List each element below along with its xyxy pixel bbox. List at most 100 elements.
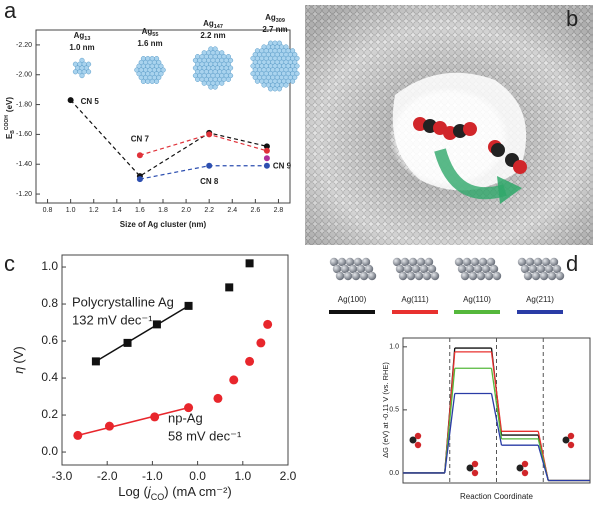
data-point xyxy=(245,356,255,366)
panel-b-render xyxy=(305,5,593,245)
flow-arrow-head xyxy=(497,176,522,204)
facet-atom xyxy=(351,271,361,281)
x-tick-label: -2.0 xyxy=(97,469,118,483)
series-line xyxy=(139,133,268,156)
cluster-atom xyxy=(158,63,164,69)
cluster-atom xyxy=(272,86,278,92)
facet-atom xyxy=(531,271,541,281)
facet-atom xyxy=(478,257,488,267)
x-tick-label: -3.0 xyxy=(52,469,73,483)
level-connector xyxy=(490,368,503,439)
facet-atom xyxy=(411,264,421,274)
facet-atom xyxy=(465,264,475,274)
x-tick-label: 1.0 xyxy=(234,469,251,483)
series-slope: 132 mV dec⁻¹ xyxy=(72,312,153,327)
cluster-atom xyxy=(79,57,85,63)
facet-atom xyxy=(544,264,554,274)
facet-atom xyxy=(345,257,355,267)
x-tick-label: 0.8 xyxy=(43,207,53,214)
data-point xyxy=(206,131,213,138)
x-tick-label: 2.0 xyxy=(280,469,297,483)
cluster-atom xyxy=(228,65,234,71)
x-tick-label: 1.2 xyxy=(89,207,99,214)
x-axis-title-part: Log ( xyxy=(118,484,148,499)
fit-line xyxy=(77,406,189,437)
facet-atom xyxy=(427,264,437,274)
x-axis-title: Size of Ag cluster (nm) xyxy=(120,220,207,229)
cluster-atom xyxy=(276,86,282,92)
y-axis-title-part: (eV) xyxy=(5,97,14,112)
cluster-atom xyxy=(225,54,231,60)
data-point xyxy=(206,162,213,169)
y-tick-label: 1.0 xyxy=(41,259,58,273)
series-label: CN 9 xyxy=(273,161,292,170)
facet-atom xyxy=(520,264,530,274)
y-tick-label: 1.0 xyxy=(389,344,399,351)
cluster-atom xyxy=(212,46,218,52)
data-point xyxy=(184,301,193,310)
data-point xyxy=(263,143,270,150)
cluster-atom xyxy=(294,55,300,61)
cluster-atom xyxy=(290,78,296,84)
facet-atom xyxy=(364,264,374,274)
molecule-atom xyxy=(521,469,529,477)
cluster-atom xyxy=(261,82,267,88)
molecule-atom xyxy=(521,460,529,468)
cluster-atom xyxy=(149,78,155,84)
level-connector xyxy=(490,393,503,446)
cluster-atom xyxy=(292,52,298,58)
series-line xyxy=(70,99,268,177)
y-tick-label: -2.00 xyxy=(16,72,32,79)
cluster-atom xyxy=(219,80,225,86)
y-tick-label: 0.5 xyxy=(389,407,399,414)
legend-label: Ag(110) xyxy=(463,295,491,304)
x-axis-title-part: CO xyxy=(151,492,165,502)
facet-atom xyxy=(335,271,345,281)
x-tick-label: 1.6 xyxy=(135,207,145,214)
facet-atom xyxy=(422,271,432,281)
cluster-name-part: Ag xyxy=(265,13,276,22)
facet-atom xyxy=(419,264,429,274)
plot-frame xyxy=(61,254,289,466)
x-axis-title: Reaction Coordinate xyxy=(460,492,533,501)
facet-atom xyxy=(353,257,363,267)
cluster-name: Ag55 xyxy=(142,27,159,38)
legend-swatch xyxy=(392,310,438,314)
series-name: np-Ag xyxy=(168,410,203,425)
data-point xyxy=(150,412,160,422)
cluster-atom xyxy=(208,84,214,90)
facet-atom xyxy=(473,264,483,274)
cluster-atom xyxy=(140,78,146,84)
molecule-atom xyxy=(414,441,422,449)
molecule-atom xyxy=(562,436,570,444)
plot-frame xyxy=(35,29,291,204)
data-point xyxy=(91,357,100,366)
facet-atom xyxy=(398,271,408,281)
facet-atom xyxy=(533,257,543,267)
y-axis-title: η (V) xyxy=(11,346,26,374)
molecule-atom xyxy=(516,464,524,472)
cluster-atom xyxy=(292,59,298,65)
y-tick-label: -1.80 xyxy=(16,101,32,108)
facet-atom xyxy=(525,257,535,267)
x-tick-label: 1.4 xyxy=(112,207,122,214)
facet-atom xyxy=(517,257,527,267)
cluster-atom xyxy=(292,67,298,73)
facet-atom xyxy=(541,257,551,267)
cluster-atom xyxy=(283,44,289,50)
panel-label: c xyxy=(4,251,15,276)
facet-atom xyxy=(476,271,486,281)
facet-atom xyxy=(424,257,434,267)
y-tick-label: -1.20 xyxy=(16,191,32,198)
cluster-atom xyxy=(79,73,85,79)
cluster-atom xyxy=(145,78,151,84)
cluster-atom xyxy=(290,48,296,54)
facet-atom xyxy=(486,257,496,267)
cluster-atom xyxy=(72,69,78,75)
molecule-atom xyxy=(567,432,575,440)
y-axis-title-part: (V) xyxy=(11,346,26,363)
facet-atom xyxy=(547,271,557,281)
facet-atom xyxy=(406,271,416,281)
facet-atom xyxy=(403,264,413,274)
facet-atom xyxy=(555,271,565,281)
